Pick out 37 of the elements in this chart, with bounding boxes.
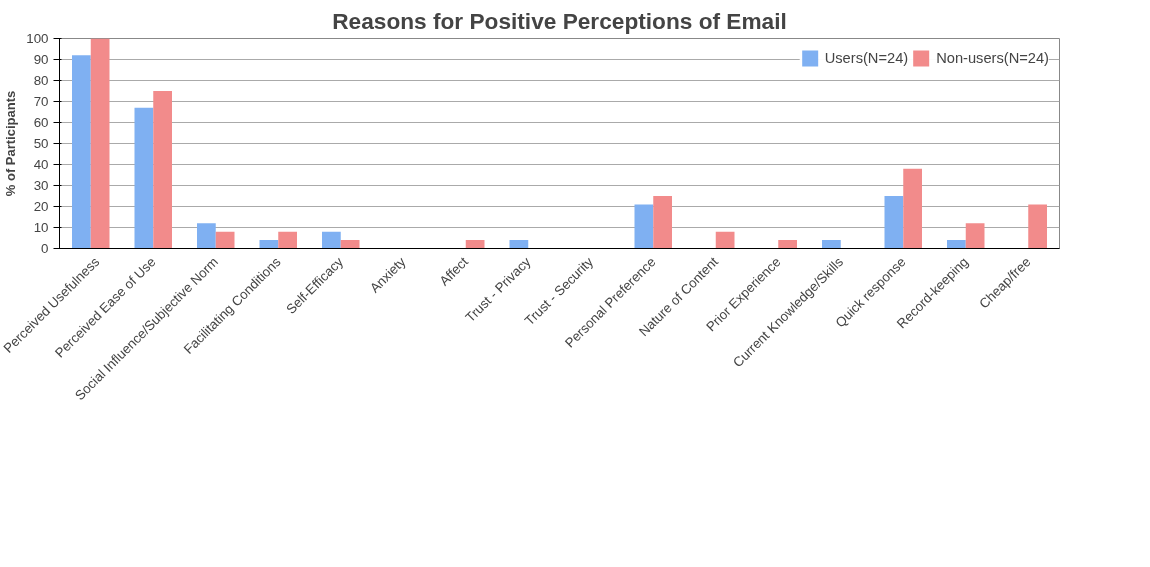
y-tick-label: 20 <box>33 199 49 214</box>
bar <box>215 231 235 249</box>
bar <box>1028 204 1047 249</box>
bar <box>509 240 529 249</box>
bar <box>653 196 672 249</box>
y-tick-label: 60 <box>33 115 49 130</box>
bar <box>197 223 216 249</box>
legend-label: Users(N=24) <box>824 50 909 66</box>
bar <box>134 107 154 249</box>
y-axis-title: % of Participants <box>3 90 19 197</box>
bar <box>90 38 110 249</box>
bar <box>715 231 735 249</box>
y-tick-label: 30 <box>33 178 49 193</box>
bar <box>634 204 654 249</box>
bar <box>340 240 360 249</box>
y-tick-label: 70 <box>33 94 49 109</box>
y-tick-label: 100 <box>26 31 49 46</box>
y-tick-label: 80 <box>33 73 49 88</box>
y-tick-label: 50 <box>33 136 49 151</box>
bar <box>72 55 91 249</box>
bar <box>259 240 279 249</box>
y-tick-label: 90 <box>33 52 49 67</box>
bar <box>465 240 485 249</box>
bar <box>903 168 922 249</box>
y-tick-label: 40 <box>33 157 49 172</box>
bar <box>884 196 904 249</box>
y-tick-label: 0 <box>41 241 49 256</box>
bar <box>153 91 172 249</box>
bar <box>322 231 341 249</box>
y-tick-label: 10 <box>33 220 49 235</box>
bar <box>822 240 841 249</box>
chart-title: Reasons for Positive Perceptions of Email <box>332 7 787 34</box>
bar <box>278 231 297 249</box>
bar <box>965 223 985 249</box>
bar <box>778 240 797 249</box>
legend-label: Non-users(N=24) <box>936 50 1049 66</box>
bar <box>947 240 966 249</box>
